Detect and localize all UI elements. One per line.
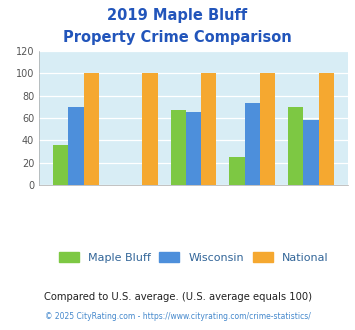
Bar xyxy=(288,107,303,185)
Bar xyxy=(170,110,186,185)
Bar xyxy=(186,113,201,185)
Bar xyxy=(84,74,99,185)
Bar xyxy=(142,74,158,185)
Text: Compared to U.S. average. (U.S. average equals 100): Compared to U.S. average. (U.S. average … xyxy=(44,292,311,302)
Text: © 2025 CityRating.com - https://www.cityrating.com/crime-statistics/: © 2025 CityRating.com - https://www.city… xyxy=(45,312,310,321)
Bar xyxy=(69,107,84,185)
Text: 2019 Maple Bluff: 2019 Maple Bluff xyxy=(107,8,248,23)
Text: Property Crime Comparison: Property Crime Comparison xyxy=(63,30,292,45)
Bar xyxy=(260,74,275,185)
Legend: Maple Bluff, Wisconsin, National: Maple Bluff, Wisconsin, National xyxy=(55,249,332,267)
Bar xyxy=(201,74,217,185)
Bar xyxy=(245,104,260,185)
Bar xyxy=(303,120,318,185)
Bar xyxy=(318,74,334,185)
Bar xyxy=(53,145,69,185)
Bar xyxy=(229,157,245,185)
